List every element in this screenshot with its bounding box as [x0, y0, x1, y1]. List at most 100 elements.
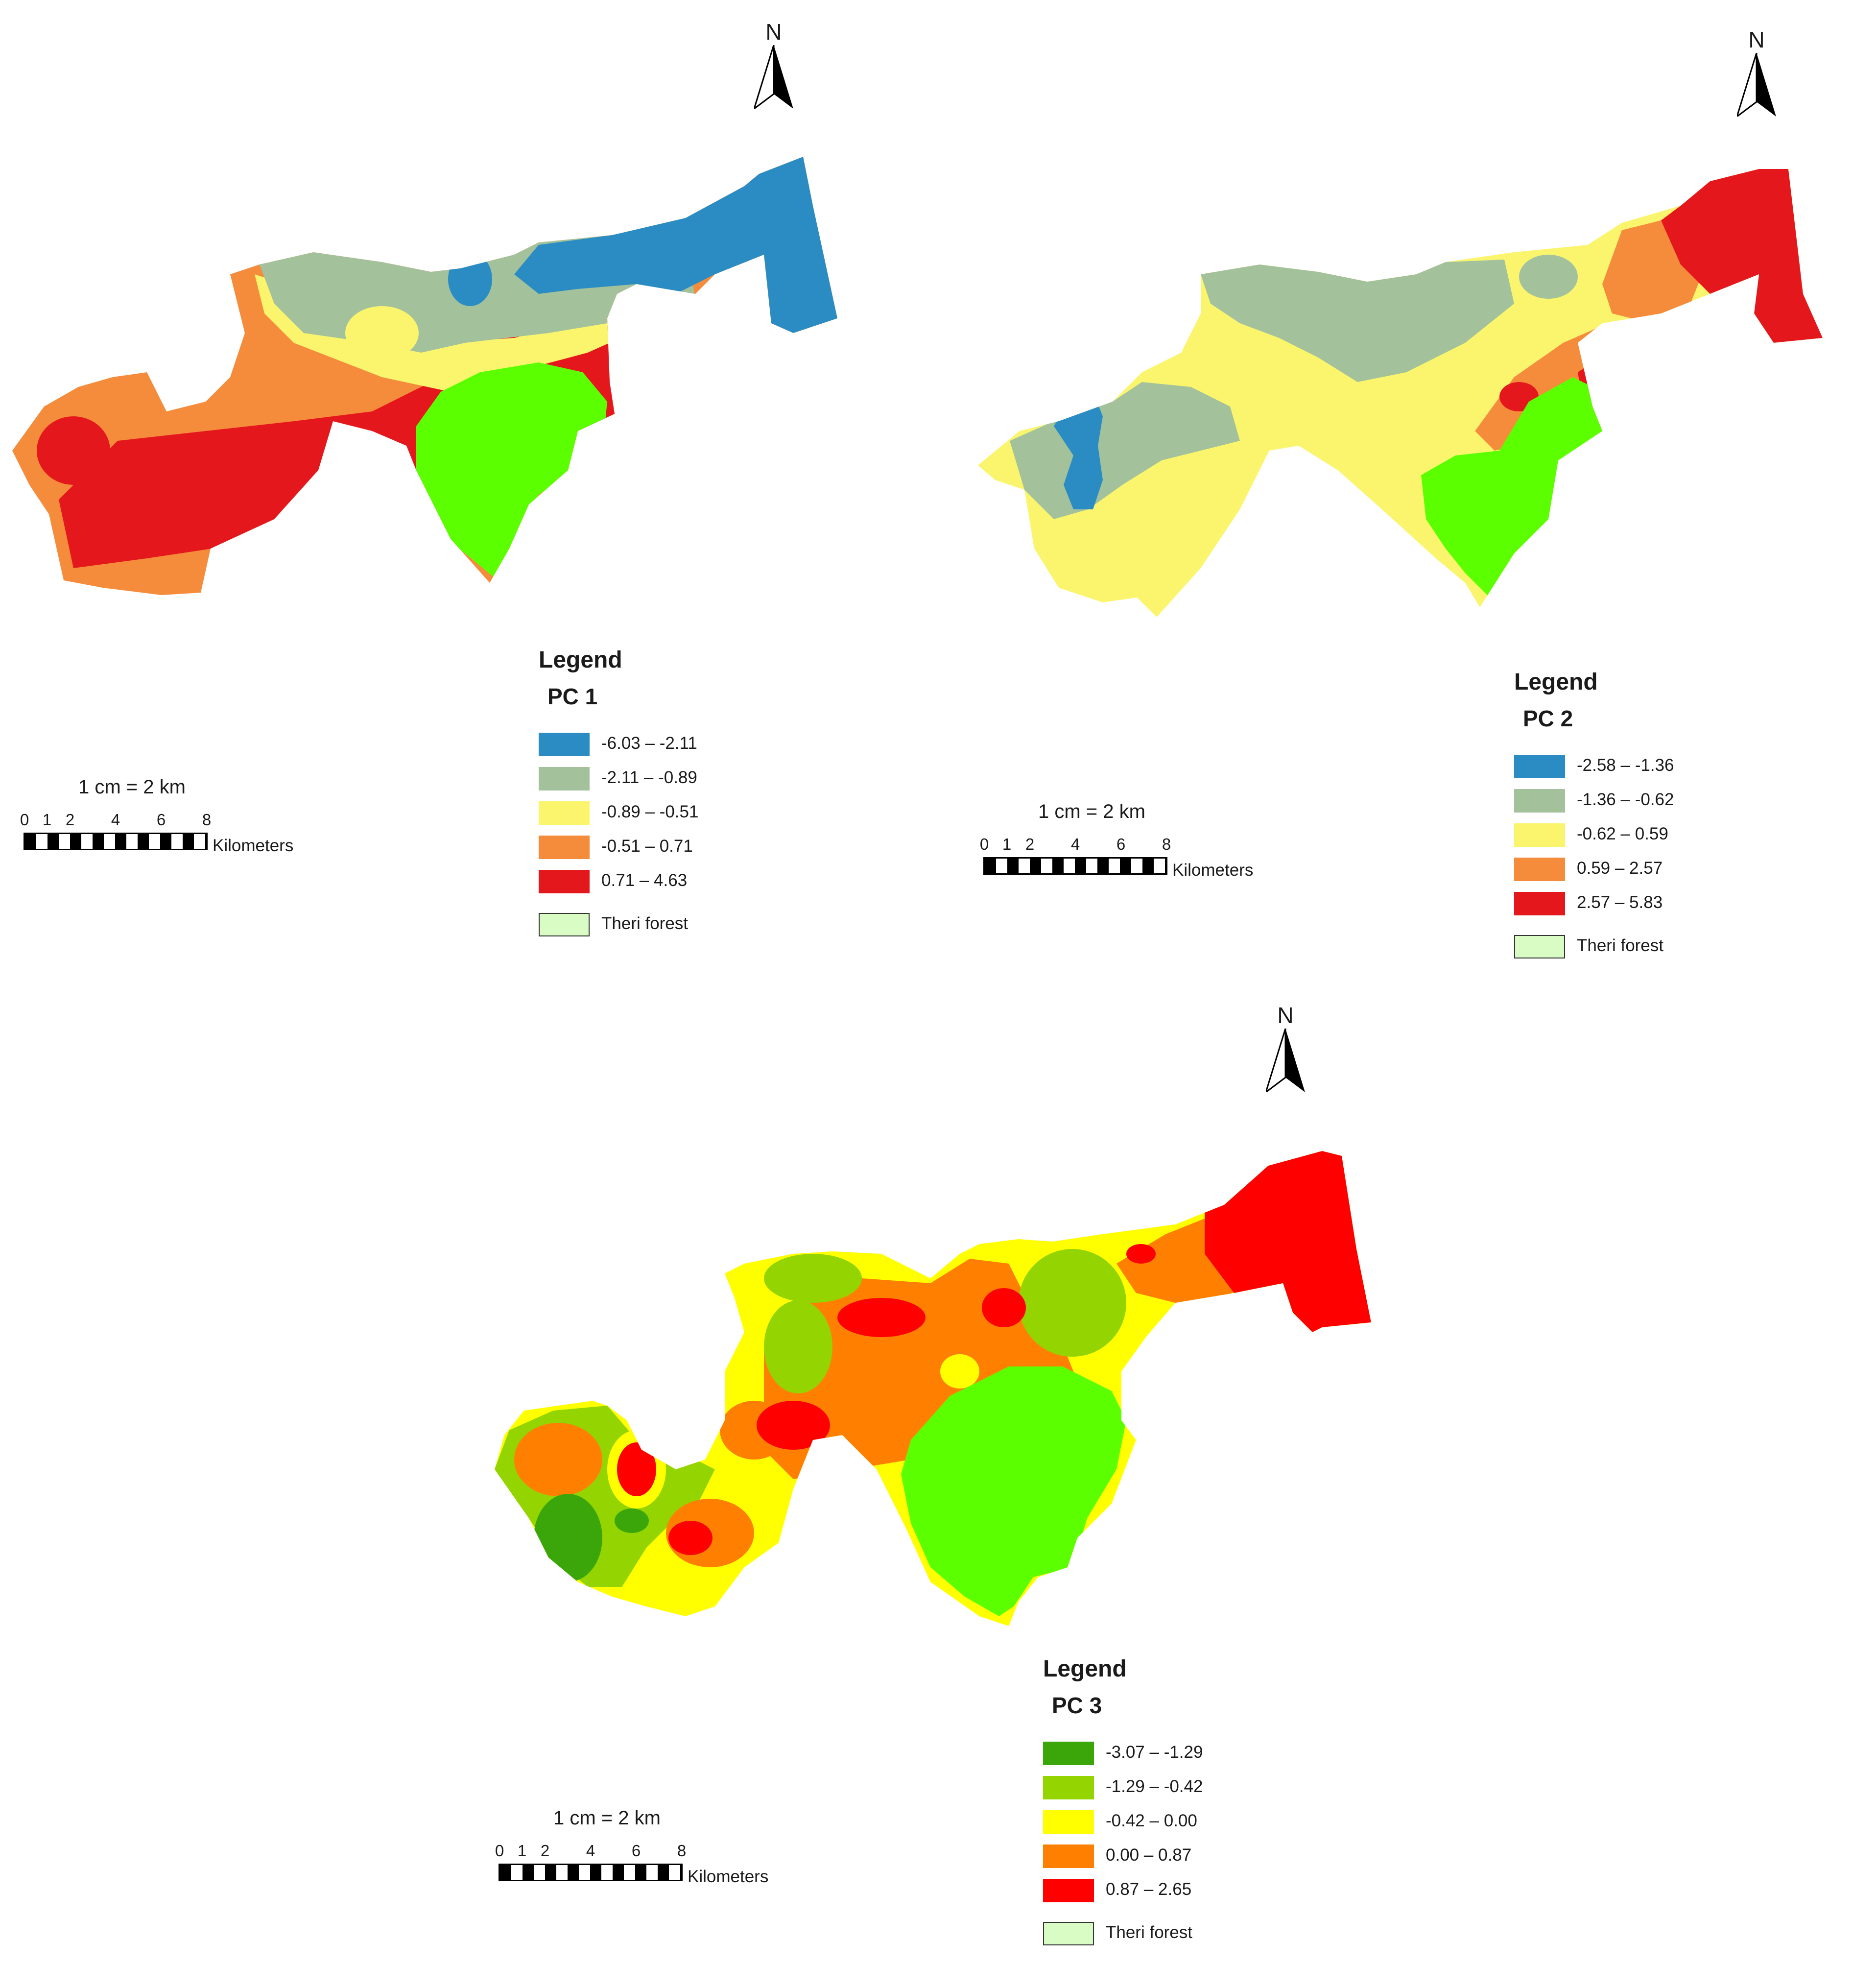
scale-tick: 4	[111, 811, 120, 829]
legend-title: Legend	[539, 647, 622, 673]
legend-swatch	[539, 870, 590, 893]
legend-pc2: Legend PC 2 -2.58 – -1.36 -1.36 – -0.62 …	[1514, 669, 1759, 966]
legend-label: 0.71 – 4.63	[601, 871, 688, 890]
legend-item: -0.62 – 0.59	[1514, 820, 1759, 855]
legend-label: Theri forest	[1577, 936, 1663, 955]
legend-swatch	[1043, 1922, 1094, 1945]
zone-green-north	[1201, 260, 1514, 382]
zone-yellow-patch	[345, 306, 419, 360]
zone-green-light	[1019, 1249, 1126, 1357]
zone-green-patch	[1519, 255, 1578, 299]
scale-tick: 1	[42, 811, 52, 829]
legend-swatch	[539, 836, 590, 859]
legend-swatch	[1514, 858, 1565, 881]
legend-layer-name: PC 1	[547, 684, 598, 709]
zone-yellow-center	[940, 1354, 979, 1389]
legend-label: -0.51 – 0.71	[601, 837, 693, 856]
zone-green-light	[764, 1300, 832, 1393]
legend-item: -0.51 – 0.71	[539, 833, 784, 867]
legend-item-forest: Theri forest	[539, 910, 784, 944]
zone-red-east	[1661, 169, 1823, 343]
scale-ratio: 1 cm = 2 km	[553, 1807, 661, 1829]
legend-item: -0.89 – -0.51	[539, 798, 784, 833]
legend-label: -1.29 – -0.42	[1106, 1777, 1203, 1796]
legend-label: -0.62 – 0.59	[1577, 824, 1668, 843]
choropleth-map-pc2	[978, 169, 1823, 617]
legend-label: -0.42 – 0.00	[1106, 1811, 1197, 1830]
legend-swatch	[1514, 892, 1565, 915]
zone-blue-patch	[448, 252, 492, 306]
legend-item: 0.59 – 2.57	[1514, 855, 1759, 889]
legend-label: -6.03 – -2.11	[601, 734, 697, 753]
zone-red-west	[668, 1521, 713, 1555]
theri-forest-pc2	[1421, 377, 1607, 602]
zone-green-dark	[534, 1494, 602, 1582]
scale-tick: 6	[156, 811, 166, 829]
legend-label: -2.11 – -0.89	[601, 768, 697, 787]
zone-green-dark	[615, 1509, 649, 1533]
legend-swatch	[1043, 1776, 1094, 1799]
scale-bar-graphic	[24, 833, 208, 850]
theri-forest-pc3	[901, 1366, 1126, 1616]
legend-item: 0.00 – 0.87	[1043, 1842, 1288, 1876]
scale-tick: 0	[979, 835, 989, 853]
legend-swatch	[1514, 755, 1565, 778]
scale-tick: 0	[20, 811, 29, 829]
north-arrow-pc3: N	[1263, 1004, 1307, 1092]
legend-swatch	[1043, 1742, 1094, 1765]
north-arrow-icon	[754, 45, 793, 109]
scale-tick: 1	[1002, 835, 1012, 853]
north-label: N	[765, 19, 782, 45]
scale-tick: 0	[495, 1842, 504, 1860]
zone-orange-patch	[1233, 514, 1262, 563]
map-panel-pc2: N 1 cm = 2 km 0 1 2 4 6 8 Kilometers Leg…	[926, 0, 1853, 980]
north-label: N	[1277, 1003, 1294, 1028]
legend-item: -2.11 – -0.89	[539, 764, 784, 798]
legend-item: -2.58 – -1.36	[1514, 752, 1759, 786]
legend-pc3: Legend PC 3 -3.07 – -1.29 -1.29 – -0.42 …	[1043, 1655, 1288, 1953]
scale-tick: 1	[517, 1842, 527, 1860]
zone-red-center	[757, 1401, 830, 1450]
map-panel-pc3: N 1 cm = 2 km 0 1 2 4 6 8 Kilometers Leg…	[0, 980, 1853, 1988]
legend-pc1: Legend PC 1 -6.03 – -2.11 -2.11 – -0.89 …	[539, 647, 784, 944]
legend-label: 0.87 – 2.65	[1106, 1880, 1192, 1899]
scale-tick: 6	[1116, 835, 1126, 853]
legend-swatch	[539, 767, 590, 790]
legend-label: 0.00 – 0.87	[1106, 1845, 1192, 1865]
theri-forest-pc1	[416, 362, 607, 578]
legend-title: Legend	[1043, 1656, 1127, 1682]
legend-label: -3.07 – -1.29	[1106, 1743, 1203, 1762]
scale-bar-pc1: 1 cm = 2 km 0 1 2 4 6 8 Kilometers	[20, 776, 313, 860]
north-label: N	[1748, 27, 1765, 52]
legend-swatch	[1514, 935, 1565, 958]
zone-yellow-band	[255, 274, 676, 392]
legend-label: 2.57 – 5.83	[1577, 893, 1663, 912]
legend-item: -3.07 – -1.29	[1043, 1739, 1288, 1773]
scale-tick: 8	[1162, 835, 1171, 853]
zone-blue-east	[514, 157, 837, 333]
legend-swatch	[539, 913, 590, 936]
north-arrow-pc1: N	[752, 21, 796, 109]
legend-swatch	[1514, 789, 1565, 813]
legend-item: 0.87 – 2.65	[1043, 1876, 1288, 1910]
scale-bar-pc2: 1 cm = 2 km 0 1 2 4 6 8 Kilometers	[979, 801, 1273, 884]
legend-label: -2.58 – -1.36	[1577, 756, 1674, 775]
legend-item: -6.03 – -2.11	[539, 730, 784, 764]
scale-units: Kilometers	[213, 836, 294, 855]
scale-units: Kilometers	[688, 1867, 769, 1886]
legend-title: Legend	[1514, 669, 1598, 695]
legend-item: -1.36 – -0.62	[1514, 786, 1759, 820]
scale-tick: 8	[677, 1842, 687, 1860]
legend-item: -0.42 – 0.00	[1043, 1807, 1288, 1842]
scale-tick: 4	[1070, 835, 1080, 853]
north-arrow-pc2: N	[1734, 28, 1779, 117]
legend-layer-name: PC 3	[1052, 1693, 1102, 1718]
zone-red-west	[617, 1442, 656, 1496]
choropleth-map-pc3	[495, 1151, 1371, 1626]
legend-item-forest: Theri forest	[1514, 932, 1759, 966]
choropleth-map-pc1	[12, 157, 837, 595]
north-arrow-icon	[1266, 1029, 1305, 1092]
legend-label: -1.36 – -0.62	[1577, 790, 1674, 809]
legend-item: -1.29 – -0.42	[1043, 1773, 1288, 1807]
legend-item: 0.71 – 4.63	[539, 867, 784, 901]
